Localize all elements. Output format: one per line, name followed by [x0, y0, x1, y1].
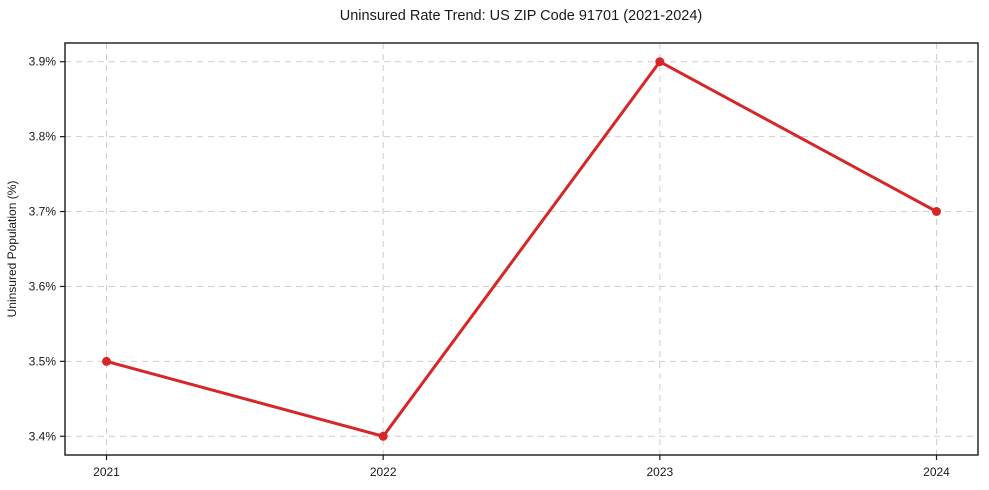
data-point-marker	[932, 207, 941, 216]
x-tick-label: 2024	[923, 465, 950, 479]
data-series	[102, 57, 941, 441]
trend-line	[105, 60, 938, 438]
x-tick-label: 2022	[370, 465, 397, 479]
y-tick-label: 3.8%	[29, 130, 57, 144]
y-tick-label: 3.9%	[29, 55, 57, 69]
x-tick-label: 2023	[646, 465, 673, 479]
y-tick-label: 3.5%	[29, 354, 57, 368]
axes: 3.4% 3.5% 3.6% 3.7% 3.8% 3.9% 2021 2022 2023 2024	[29, 42, 979, 479]
data-point-marker	[378, 431, 388, 441]
data-point-marker	[655, 57, 665, 67]
y-tick-label: 3.6%	[29, 279, 57, 293]
chart-title: Uninsured Rate Trend: US ZIP Code 91701 …	[340, 8, 702, 24]
gridlines	[65, 43, 978, 455]
x-tick-label: 2021	[93, 465, 120, 479]
y-tick-label: 3.4%	[29, 429, 57, 443]
data-point-marker	[102, 356, 111, 366]
plot-border	[64, 42, 979, 456]
y-axis-label: Uninsured Population (%)	[5, 181, 19, 318]
y-tick-label: 3.7%	[29, 205, 57, 219]
